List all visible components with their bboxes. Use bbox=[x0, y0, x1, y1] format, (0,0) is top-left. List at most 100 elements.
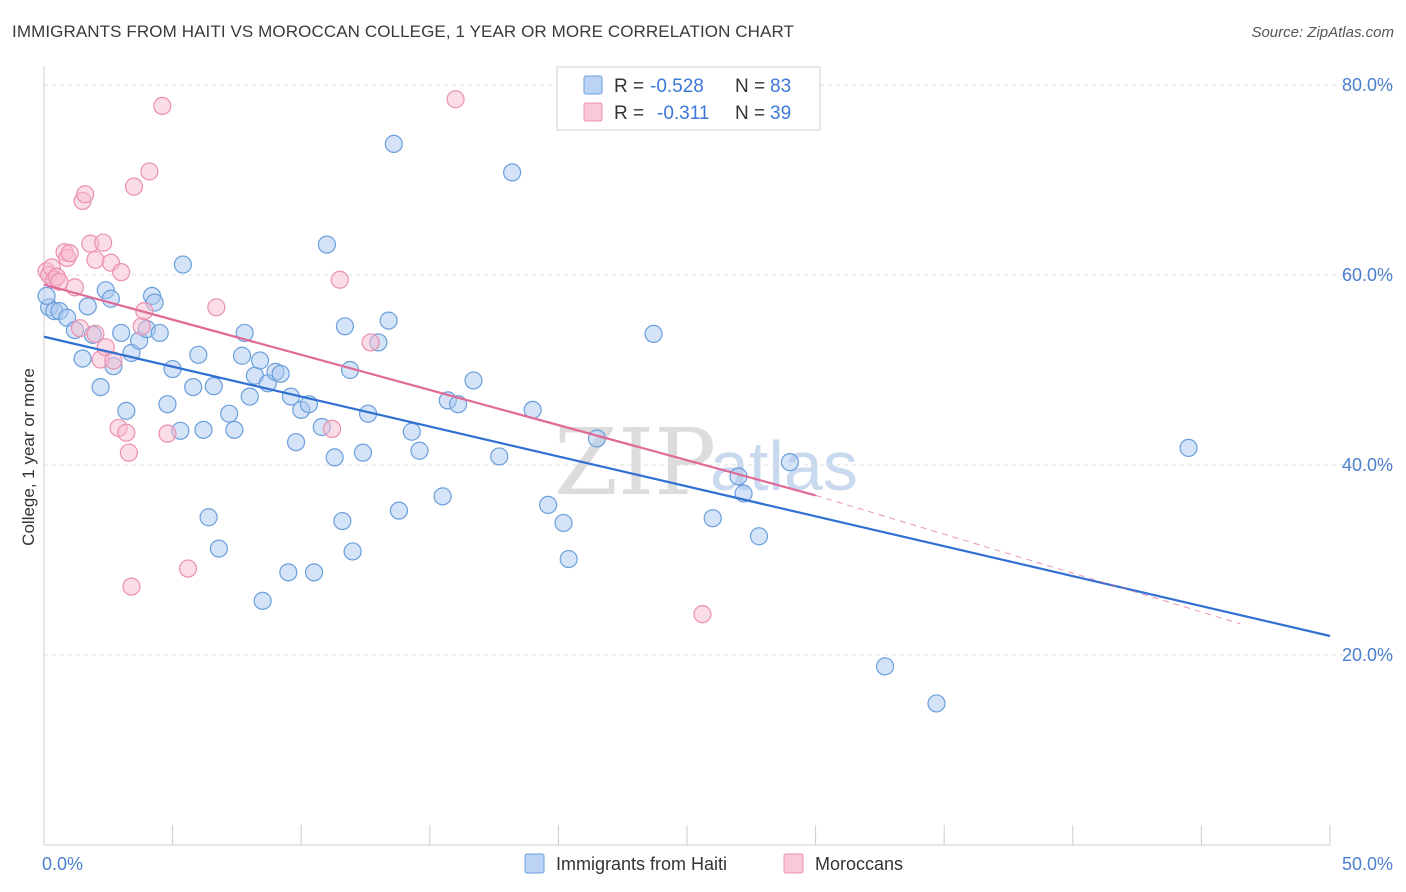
data-points bbox=[37, 90, 1198, 713]
haiti-point-34 bbox=[240, 387, 259, 406]
y-tick-label-1: 40.0% bbox=[1342, 455, 1393, 475]
x-tick-label-1: 50.0% bbox=[1342, 854, 1393, 874]
x-tick-labels: 0.0% 50.0% bbox=[42, 854, 1393, 874]
moroccan-point-16 bbox=[94, 233, 113, 252]
legend-r-label-1: R = bbox=[614, 76, 644, 97]
haiti-point-54 bbox=[353, 443, 373, 462]
haiti-point-57 bbox=[379, 311, 398, 330]
haiti-point-20 bbox=[158, 395, 177, 414]
legend-n-label-1: N = bbox=[735, 76, 765, 97]
legend-n-label-2: N = bbox=[735, 103, 765, 124]
haiti-point-50 bbox=[333, 511, 352, 531]
legend-n-value-2: 39 bbox=[770, 103, 791, 124]
bottom-legend-swatch-haiti bbox=[524, 853, 545, 874]
haiti-point-5 bbox=[73, 349, 92, 368]
haiti-point-40 bbox=[271, 364, 290, 383]
haiti-point-51 bbox=[335, 317, 355, 336]
moroccan-point-14 bbox=[86, 324, 105, 343]
x-tick-label-0: 0.0% bbox=[42, 854, 83, 874]
haiti-point-58 bbox=[384, 134, 403, 153]
haiti-point-27 bbox=[199, 508, 218, 527]
moroccan-point-32 bbox=[207, 298, 226, 317]
y-tick-label-3: 80.0% bbox=[1342, 75, 1393, 95]
moroccan-point-30 bbox=[158, 424, 177, 443]
haiti-point-26 bbox=[194, 420, 213, 439]
bottom-legend-label-haiti: Immigrants from Haiti bbox=[556, 854, 727, 874]
haiti-point-48 bbox=[317, 235, 337, 254]
haiti-point-66 bbox=[490, 447, 509, 466]
haiti-point-67 bbox=[503, 163, 522, 182]
haiti-point-30 bbox=[220, 404, 239, 423]
moroccan-point-31 bbox=[178, 559, 198, 578]
haiti-point-73 bbox=[644, 324, 663, 343]
moroccan-point-21 bbox=[112, 263, 131, 282]
moroccan-point-33 bbox=[322, 419, 342, 438]
moroccan-point-11 bbox=[76, 185, 95, 204]
haiti-point-49 bbox=[325, 448, 344, 467]
haiti-point-74 bbox=[703, 509, 722, 528]
haiti-point-25 bbox=[189, 345, 208, 364]
moroccan-point-23 bbox=[119, 443, 138, 462]
moroccan-point-7 bbox=[60, 244, 79, 263]
bottom-legend-label-moroccan: Moroccans bbox=[815, 854, 903, 874]
trend-lines bbox=[43, 283, 1331, 638]
moroccan-point-24 bbox=[122, 577, 141, 596]
haiti-point-80 bbox=[927, 694, 946, 713]
bottom-legend-swatch-moroccan bbox=[783, 853, 804, 874]
haiti-point-82 bbox=[37, 286, 56, 305]
moroccan-point-37 bbox=[693, 605, 712, 624]
haiti-point-79 bbox=[875, 657, 895, 676]
moroccan-point-28 bbox=[140, 162, 159, 181]
chart-title: IMMIGRANTS FROM HAITI VS MOROCCAN COLLEG… bbox=[12, 22, 795, 41]
moroccan-point-26 bbox=[132, 317, 151, 336]
haiti-point-41 bbox=[279, 563, 298, 582]
haiti-point-61 bbox=[410, 441, 429, 460]
haiti-point-29 bbox=[209, 539, 228, 558]
moroccan-trend-extension bbox=[815, 494, 1241, 625]
gridlines bbox=[44, 84, 1392, 656]
y-tick-labels: 20.0% 40.0% 60.0% 80.0% bbox=[1342, 75, 1393, 665]
haiti-point-19 bbox=[150, 323, 169, 343]
haiti-point-31 bbox=[225, 420, 244, 439]
moroccan-point-13 bbox=[86, 250, 105, 269]
haiti-point-70 bbox=[554, 513, 573, 533]
haiti-point-13 bbox=[117, 401, 136, 420]
legend-r-value-2: -0.311 bbox=[657, 103, 709, 124]
moroccan-point-9 bbox=[70, 319, 90, 338]
source-credit: Source: ZipAtlas.com bbox=[1251, 24, 1394, 41]
moroccan-point-25 bbox=[124, 177, 144, 196]
moroccan-point-35 bbox=[361, 333, 380, 352]
series-legend: Immigrants from Haiti Moroccans bbox=[524, 853, 903, 874]
haiti-point-71 bbox=[559, 549, 578, 569]
legend-r-value-1: -0.528 bbox=[650, 76, 704, 97]
moroccan-point-36 bbox=[446, 90, 465, 109]
haiti-point-6 bbox=[78, 297, 97, 316]
haiti-point-36 bbox=[250, 351, 270, 370]
haiti-point-28 bbox=[204, 377, 223, 396]
haiti-point-32 bbox=[232, 346, 252, 365]
haiti-point-46 bbox=[304, 563, 324, 582]
haiti-point-78 bbox=[780, 453, 799, 472]
haiti-point-60 bbox=[402, 422, 421, 441]
haiti-point-62 bbox=[433, 487, 452, 506]
moroccan-trend-line bbox=[43, 283, 816, 497]
haiti-point-77 bbox=[749, 527, 769, 546]
moroccan-point-34 bbox=[330, 270, 349, 289]
haiti-point-37 bbox=[253, 591, 272, 610]
haiti-point-65 bbox=[464, 371, 483, 390]
haiti-point-8 bbox=[91, 378, 110, 397]
haiti-point-69 bbox=[539, 495, 558, 514]
legend-n-value-1: 83 bbox=[770, 76, 791, 97]
haiti-point-23 bbox=[173, 255, 192, 274]
haiti-point-24 bbox=[184, 378, 203, 397]
y-tick-label-2: 60.0% bbox=[1342, 265, 1393, 285]
haiti-trend-line bbox=[43, 335, 1331, 638]
haiti-point-59 bbox=[389, 501, 409, 520]
y-axis-label: College, 1 year or more bbox=[19, 368, 38, 546]
haiti-point-43 bbox=[286, 433, 306, 452]
legend-swatch-haiti bbox=[583, 75, 603, 95]
moroccan-point-38 bbox=[50, 272, 69, 291]
legend-r-label-2: R = bbox=[614, 103, 644, 124]
moroccan-point-22 bbox=[117, 423, 136, 442]
